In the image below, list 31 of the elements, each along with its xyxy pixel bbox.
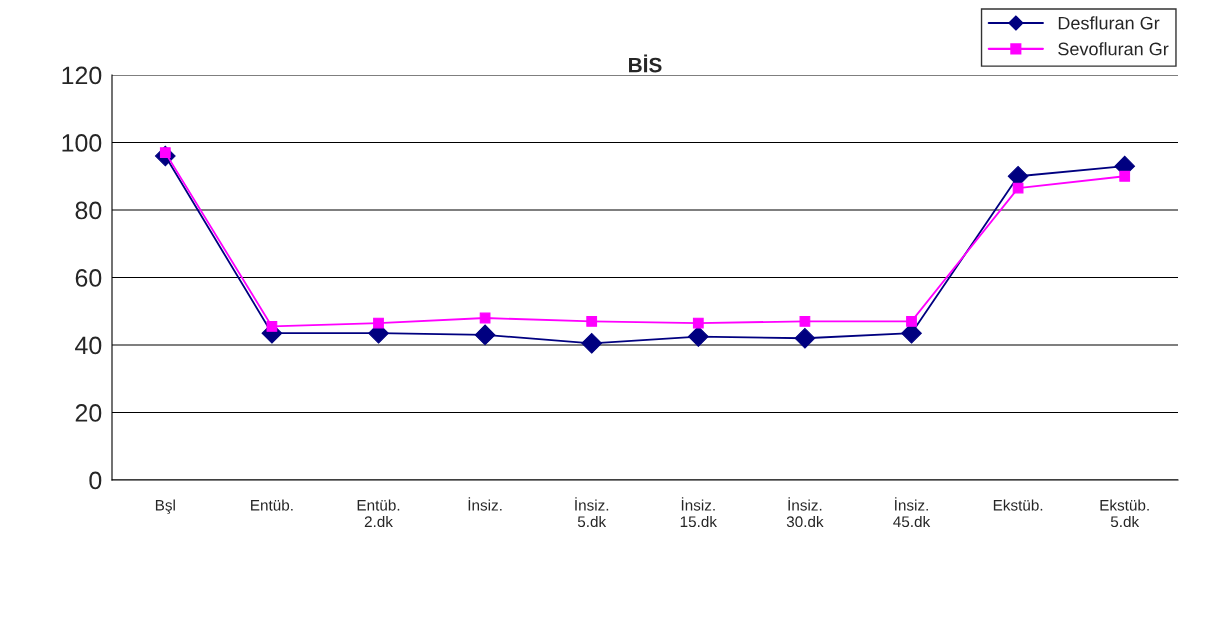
x-tick-label: İnsiz. 5.dk (575, 497, 609, 528)
x-tick-label: İnsiz. 15.dk (680, 497, 718, 528)
point (581, 332, 603, 354)
x-tick-label: Entüb. (251, 499, 293, 511)
x-tick-label: İnsiz. 45.dk (893, 497, 931, 528)
point (799, 315, 811, 327)
point (906, 315, 917, 327)
y-tick-label: 80 (75, 201, 102, 220)
x-tick-label: Ekstüb. 5.dk (1100, 499, 1149, 528)
y-tick-label: 100 (62, 134, 102, 152)
y-tick-label: 120 (62, 66, 102, 85)
y-tick-label: 60 (75, 269, 102, 287)
point (266, 321, 278, 332)
chart-title: BİS (629, 54, 662, 73)
x-tick-label: Entüb. 2.dk (357, 499, 400, 528)
x-tick-label: İnsiz. (468, 497, 502, 511)
point (474, 324, 496, 346)
legend-label: Sevofluran Gr (1058, 42, 1169, 56)
y-tick-label: 40 (75, 336, 102, 355)
point (373, 317, 384, 329)
x-tick-label: Bşl (155, 499, 175, 514)
x-tick-label: Ekstüb. (993, 499, 1043, 511)
point (1119, 170, 1131, 182)
legend-label: Desfluran Gr (1058, 16, 1160, 30)
y-tick-label: 20 (75, 404, 102, 422)
point (586, 315, 598, 327)
point (692, 317, 704, 329)
point (687, 326, 709, 347)
y-tick-label: 0 (89, 471, 102, 490)
point (794, 327, 816, 349)
x-tick-label: İnsiz. 30.dk (786, 497, 824, 528)
